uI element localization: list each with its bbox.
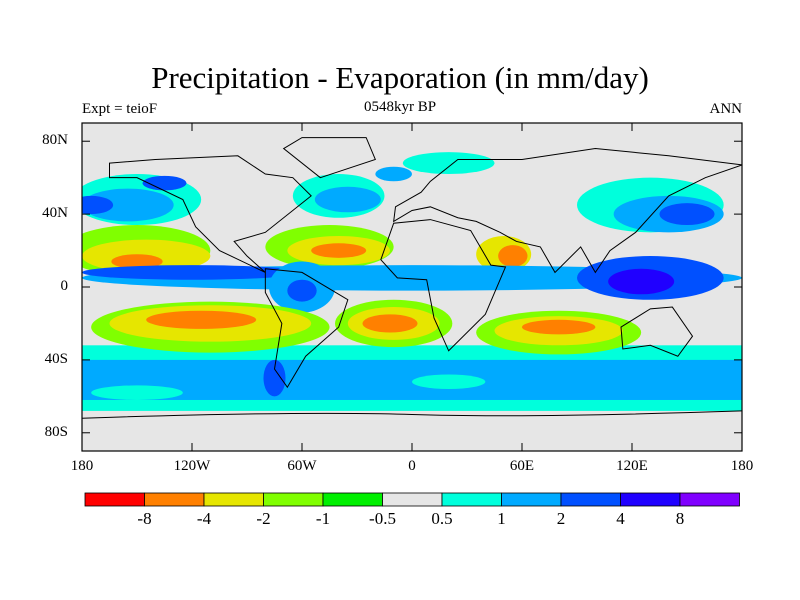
field-region [82, 265, 302, 280]
field-region [111, 254, 163, 269]
field-region [146, 310, 257, 329]
lat-tick-label: 80S [44, 423, 68, 440]
lon-tick-label: 0 [408, 458, 416, 474]
colorbar-swatch [560, 492, 621, 507]
colorbar-label: -4 [196, 509, 212, 528]
coastline [282, 137, 377, 179]
colorbar-label: 8 [675, 509, 685, 528]
lon-tick-label: 120W [173, 458, 211, 474]
coastline [393, 148, 742, 274]
field-region [608, 268, 675, 295]
lon-tick-label: 60W [287, 458, 317, 474]
field-layer [82, 123, 742, 451]
field-region [412, 374, 486, 390]
field-region [314, 186, 381, 213]
colorbar-label: -2 [256, 509, 271, 528]
colorbar-label: 0.5 [431, 509, 453, 528]
field-region [82, 188, 174, 222]
field-region [142, 175, 187, 191]
lat-tick-label: 0 [60, 278, 69, 294]
colorbar-swatch [679, 492, 740, 507]
season-label: ANN [709, 101, 743, 117]
colorbar-label: 2 [556, 509, 566, 528]
lon-tick-label: 120E [616, 458, 648, 474]
map-title: Precipitation - Evaporation (in mm/day) [151, 60, 649, 95]
field-region [287, 279, 317, 302]
colorbar-swatch [501, 492, 562, 507]
lon-tick-label: 180 [70, 458, 94, 474]
colorbar-swatch [382, 492, 443, 507]
colorbar-label: -0.5 [369, 509, 396, 528]
colorbar-swatch [620, 492, 681, 507]
field-region [522, 319, 596, 335]
coastline [264, 268, 349, 389]
field-region [91, 385, 183, 400]
field-region [362, 314, 418, 333]
colorbar-label: -8 [137, 509, 152, 528]
field-region [402, 152, 495, 175]
field-region [498, 245, 528, 267]
lon-tick-label: 180 [730, 458, 754, 474]
colorbar-swatch [441, 492, 502, 507]
coastline [109, 155, 312, 273]
colorbar-swatch [84, 492, 145, 507]
experiment-label: Expt = teioF [82, 101, 158, 117]
coastline [620, 306, 694, 357]
colorbar-swatch [263, 492, 324, 507]
coastline [380, 219, 507, 352]
time-label: 0548kyr BP [363, 99, 437, 115]
colorbar-label: 4 [616, 509, 625, 528]
lon-tick-label: 60E [509, 458, 535, 474]
field-region [659, 203, 715, 226]
colorbar-label: -1 [315, 509, 331, 528]
field-region [82, 195, 114, 215]
colorbar-label: 1 [497, 509, 506, 528]
colorbar-swatch [322, 492, 383, 507]
colorbar-swatch [144, 492, 205, 507]
field-region [375, 166, 412, 182]
lat-tick-label: 40S [44, 350, 68, 367]
antarctic-coast [82, 410, 742, 419]
field-band [82, 359, 742, 400]
field-region [311, 243, 367, 258]
lat-tick-label: 40N [42, 205, 68, 222]
lat-tick-label: 80N [42, 132, 68, 149]
colorbar-swatch [203, 492, 264, 507]
field-region [263, 359, 286, 397]
